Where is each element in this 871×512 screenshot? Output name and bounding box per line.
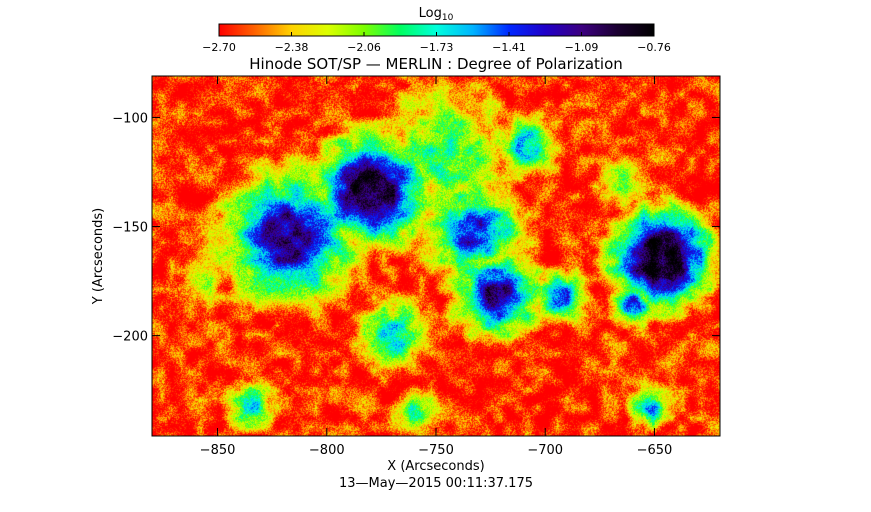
x-tick-label: −800 — [309, 443, 345, 458]
x-tick-label: −650 — [637, 443, 673, 458]
colorbar-tick-label: −0.76 — [637, 41, 671, 54]
y-tick-label: −100 — [112, 111, 148, 126]
y-tick-label: −150 — [112, 221, 148, 236]
colorbar-label-sub: 10 — [442, 13, 454, 23]
colorbar-tick-label: −2.70 — [202, 41, 236, 54]
y-axis-label: Y (Arcseconds) — [91, 208, 106, 305]
y-axis: −100 −150 −200 — [112, 111, 720, 345]
x-tick-label: −750 — [418, 443, 454, 458]
chart-title: Hinode SOT/SP — MERLIN : Degree of Polar… — [249, 55, 623, 73]
observation-timestamp: 13—May—2015 00:11:37.175 — [339, 476, 533, 491]
x-axis-label: X (Arcseconds) — [387, 459, 484, 474]
colorbar-tick-label: −1.09 — [565, 41, 599, 54]
x-tick-label: −700 — [527, 443, 563, 458]
heatmap-canvas — [152, 76, 720, 436]
colorbar-tick-label: −1.41 — [492, 41, 526, 54]
heatmap-plot-area — [151, 75, 721, 437]
colorbar-label-main: Log — [419, 6, 442, 21]
colorbar-tick-label: −2.06 — [347, 41, 381, 54]
colorbar-ticks: −2.70 −2.38 −2.06 −1.73 −1.41 −1.09 −0.76 — [202, 32, 671, 54]
colorbar-tick-label: −1.73 — [420, 41, 454, 54]
colorbar-label: Log10 — [419, 6, 454, 23]
y-tick-label: −200 — [112, 330, 148, 345]
x-axis: −850 −800 −750 −700 −650 — [200, 76, 673, 458]
colorbar-tick-label: −2.38 — [275, 41, 309, 54]
x-tick-label: −850 — [200, 443, 236, 458]
